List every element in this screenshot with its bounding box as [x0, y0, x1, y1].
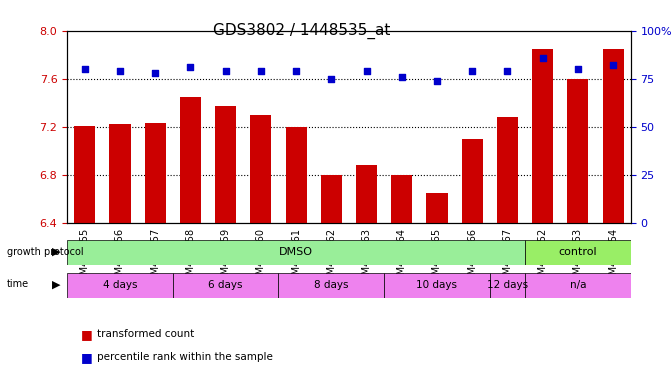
FancyBboxPatch shape	[490, 273, 525, 298]
Bar	[215, 106, 236, 223]
Bar	[532, 49, 553, 223]
Point	[361, 68, 372, 74]
Bar	[145, 123, 166, 223]
Bar	[497, 117, 518, 223]
Point	[572, 66, 583, 72]
Bar	[286, 127, 307, 223]
Bar	[250, 115, 271, 223]
Text: 6 days: 6 days	[209, 280, 243, 290]
Point	[150, 70, 160, 76]
Text: 4 days: 4 days	[103, 280, 137, 290]
Bar	[109, 124, 130, 223]
Point	[256, 68, 266, 74]
Text: n/a: n/a	[570, 280, 586, 290]
Text: ■: ■	[81, 328, 93, 341]
Text: 10 days: 10 days	[417, 280, 458, 290]
Text: ■: ■	[81, 351, 93, 364]
FancyBboxPatch shape	[525, 240, 631, 265]
Point	[537, 55, 548, 61]
Text: control: control	[558, 247, 597, 258]
Text: time: time	[7, 279, 29, 289]
FancyBboxPatch shape	[525, 273, 631, 298]
Text: percentile rank within the sample: percentile rank within the sample	[97, 352, 273, 362]
Text: GDS3802 / 1448535_at: GDS3802 / 1448535_at	[213, 23, 391, 39]
Text: 12 days: 12 days	[487, 280, 528, 290]
Point	[608, 62, 619, 68]
Bar	[391, 175, 412, 223]
Bar	[321, 175, 342, 223]
FancyBboxPatch shape	[67, 273, 173, 298]
FancyBboxPatch shape	[278, 273, 384, 298]
Bar	[74, 126, 95, 223]
Point	[467, 68, 478, 74]
Bar	[180, 97, 201, 223]
Point	[291, 68, 301, 74]
Text: growth protocol: growth protocol	[7, 247, 83, 257]
Point	[115, 68, 125, 74]
Point	[326, 76, 337, 82]
Point	[502, 68, 513, 74]
FancyBboxPatch shape	[384, 273, 490, 298]
Text: transformed count: transformed count	[97, 329, 195, 339]
Point	[431, 78, 442, 84]
Bar	[462, 139, 482, 223]
Bar	[603, 49, 623, 223]
Point	[220, 68, 231, 74]
Point	[79, 66, 90, 72]
Point	[185, 64, 196, 70]
Bar	[356, 165, 377, 223]
Bar	[568, 79, 588, 223]
FancyBboxPatch shape	[173, 273, 278, 298]
Point	[397, 74, 407, 80]
Text: ▶: ▶	[52, 247, 60, 257]
Text: 8 days: 8 days	[314, 280, 348, 290]
FancyBboxPatch shape	[67, 240, 525, 265]
Text: ▶: ▶	[52, 279, 60, 289]
Text: DMSO: DMSO	[279, 247, 313, 258]
Bar	[427, 193, 448, 223]
